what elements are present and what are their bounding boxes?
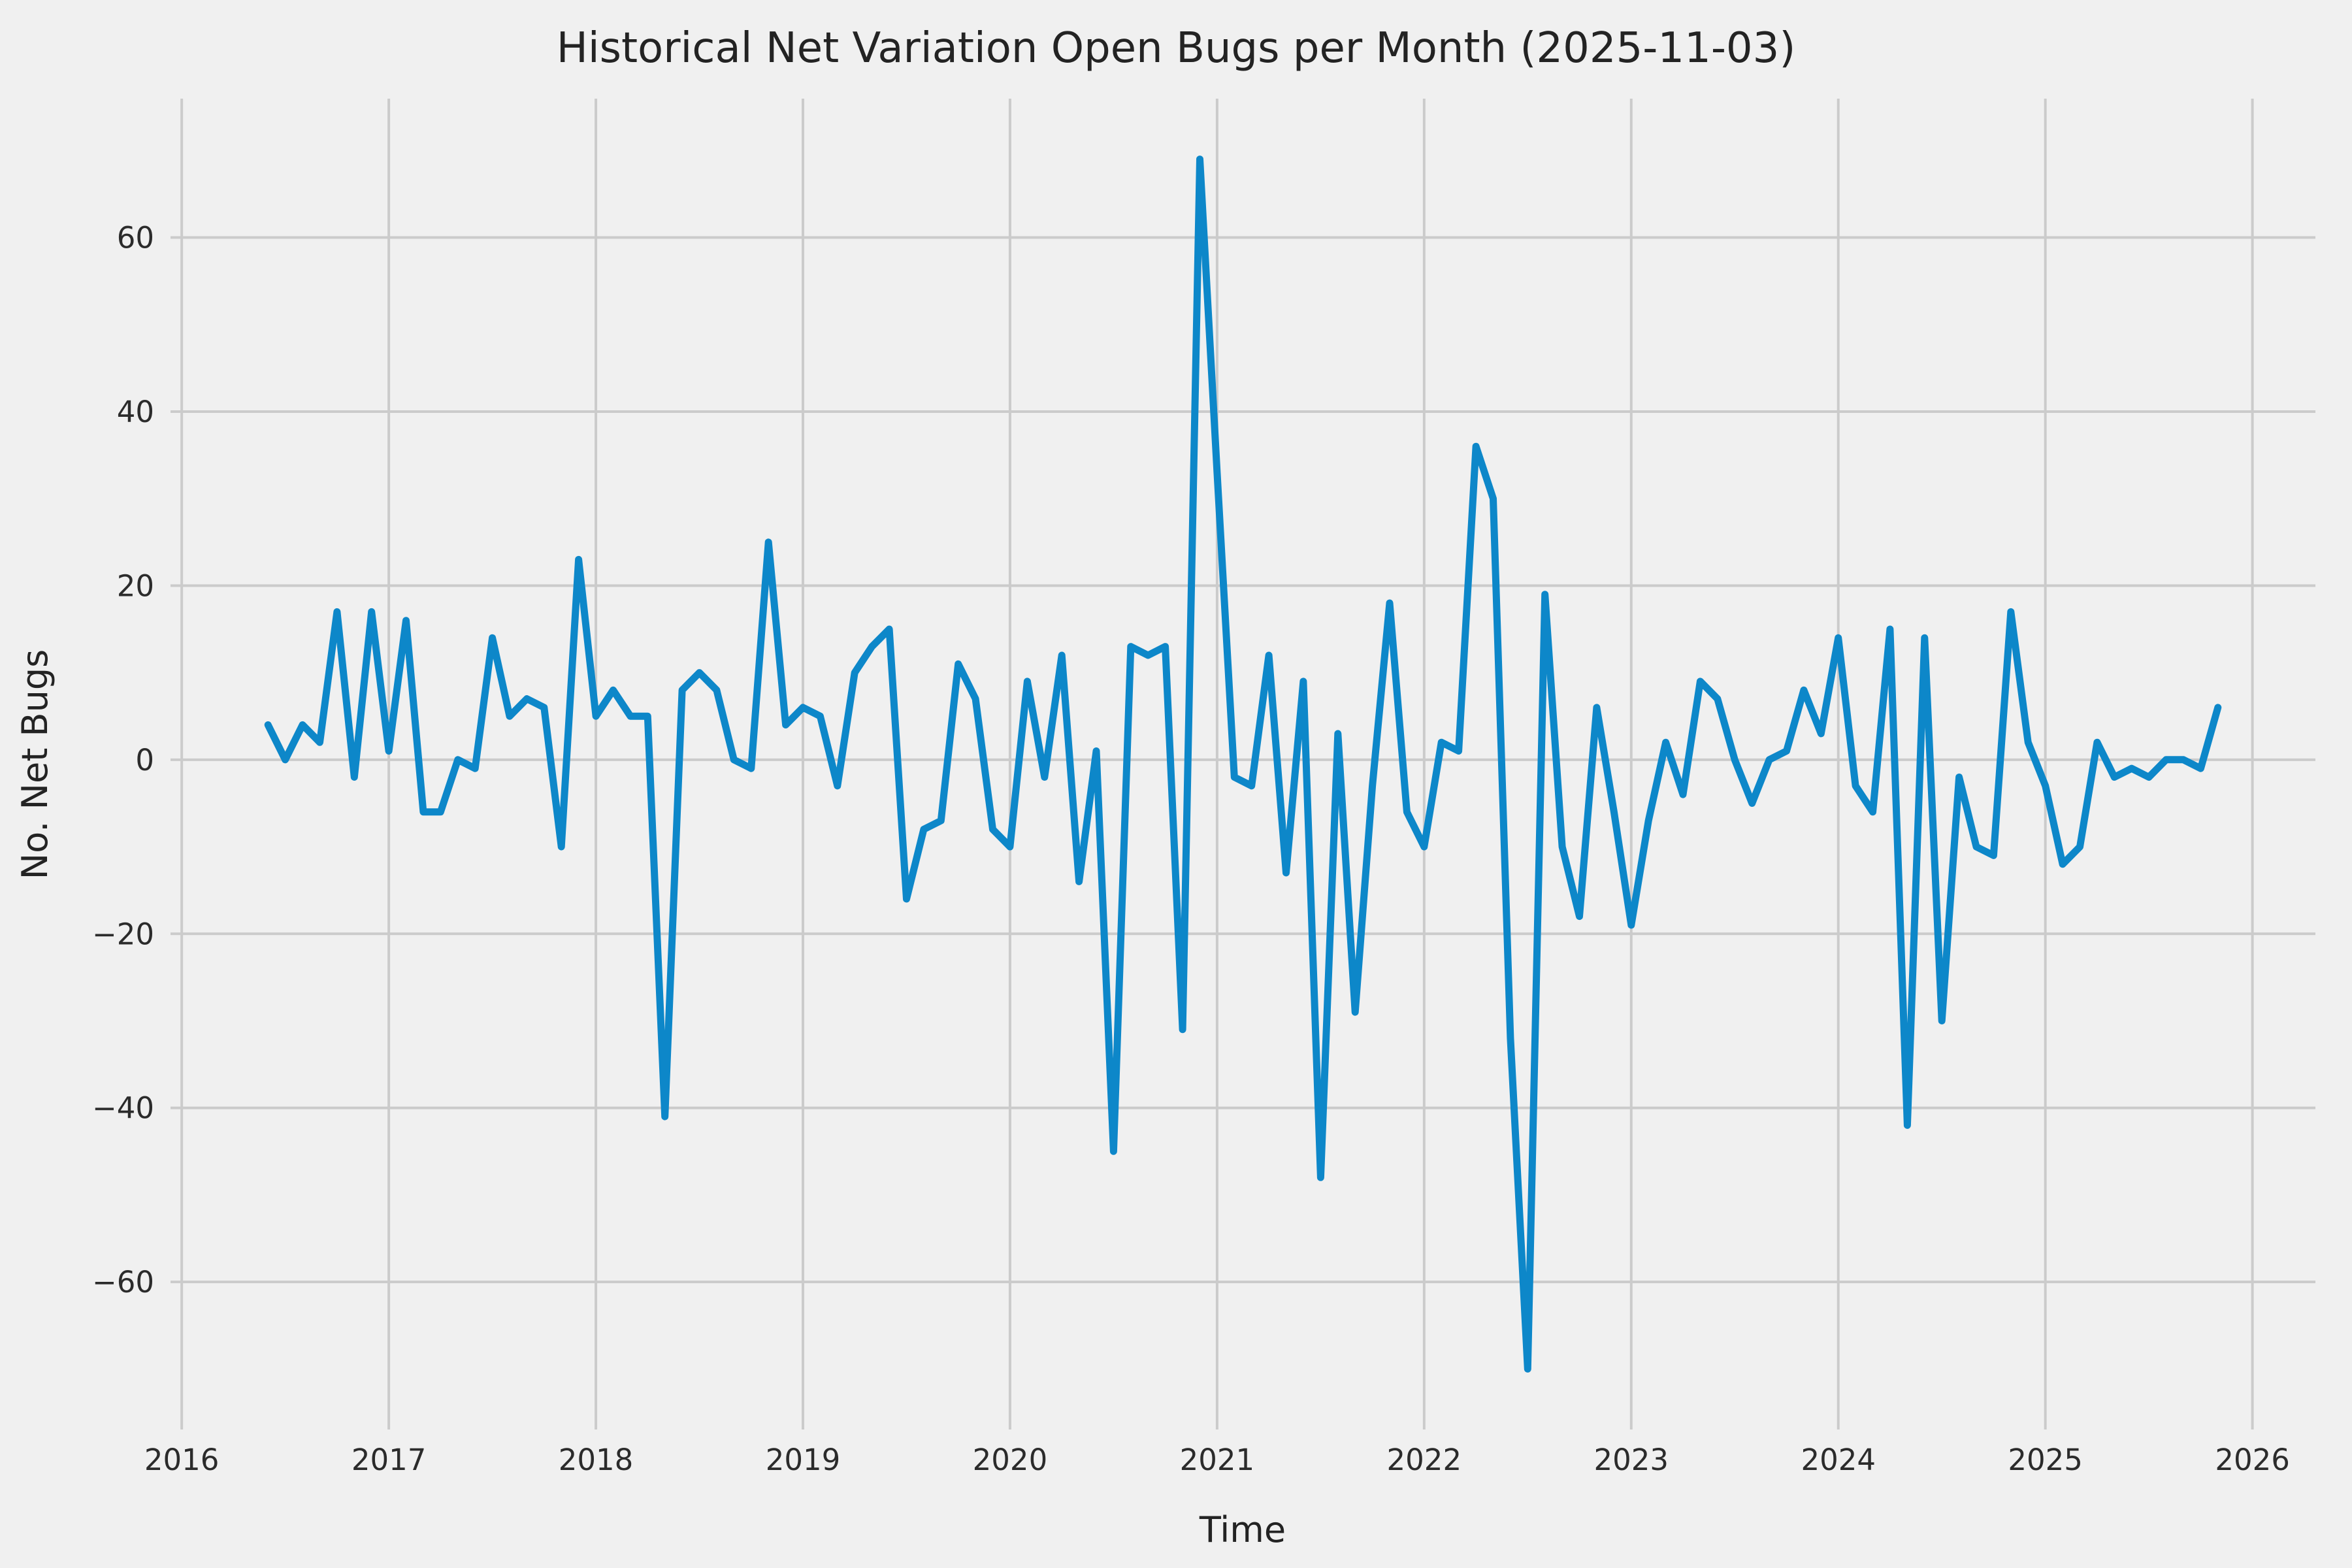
x-tick-label: 2017 (351, 1443, 427, 1477)
x-tick-labels: 2016 2017 2018 2019 2020 2021 2022 2023 2024 2025… (144, 1443, 2290, 1477)
x-tick-label: 2026 (2215, 1443, 2290, 1477)
y-tick-label: 60 (117, 220, 154, 255)
y-tick-label: −20 (92, 917, 154, 951)
y-tick-label: 0 (135, 743, 154, 777)
y-tick-label: −60 (92, 1265, 154, 1299)
x-tick-label: 2024 (1801, 1443, 1876, 1477)
x-gridlines (180, 99, 2254, 1429)
x-tick-label: 2022 (1387, 1443, 1462, 1477)
x-tick-label: 2018 (559, 1443, 634, 1477)
y-axis-label: No. Net Bugs (14, 649, 56, 879)
x-tick-label: 2020 (973, 1443, 1048, 1477)
x-tick-label: 2023 (1594, 1443, 1669, 1477)
x-tick-label: 2019 (766, 1443, 841, 1477)
chart-title: Historical Net Variation Open Bugs per M… (557, 24, 1796, 73)
x-tick-label: 2025 (2008, 1443, 2083, 1477)
x-axis-label: Time (1199, 1509, 1286, 1550)
y-tick-label: 40 (117, 395, 154, 429)
y-gridlines (171, 236, 2315, 1284)
x-tick-label: 2021 (1180, 1443, 1255, 1477)
y-tick-labels: −60 −40 −20 0 20 40 60 (92, 220, 154, 1299)
x-tick-label: 2016 (144, 1443, 220, 1477)
plot-line (264, 155, 2222, 1373)
y-tick-label: 20 (117, 568, 154, 603)
y-tick-label: −40 (92, 1091, 154, 1126)
